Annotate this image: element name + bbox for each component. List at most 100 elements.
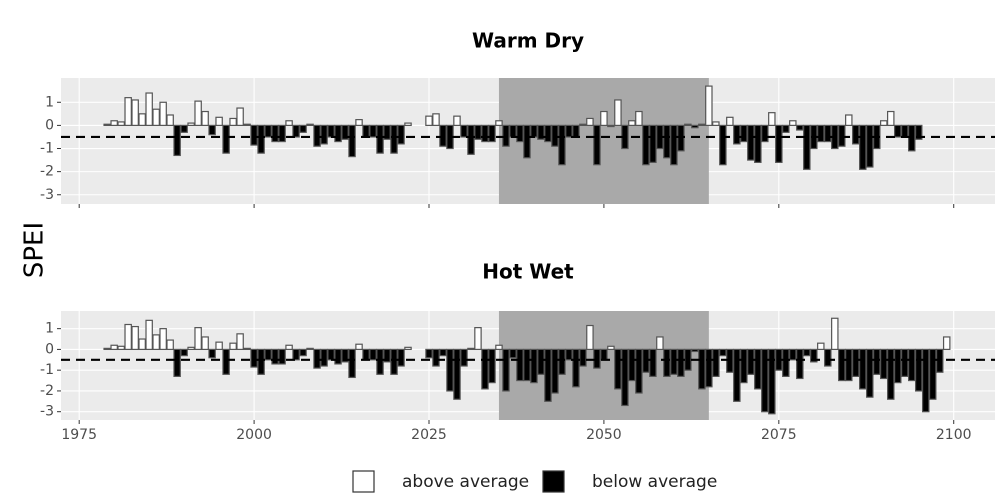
bar (705, 85, 713, 126)
bar (124, 323, 132, 351)
bar (257, 124, 265, 154)
bar (586, 117, 594, 126)
bar (845, 348, 853, 382)
bar (900, 348, 909, 377)
bar (593, 124, 601, 166)
bar (145, 319, 153, 351)
bar (845, 114, 853, 126)
y-tick-label: -2 (40, 164, 54, 180)
bar (404, 346, 412, 351)
bar (362, 124, 370, 138)
bar (880, 348, 888, 380)
panel-title: Hot Wet (482, 260, 574, 284)
bar (747, 124, 755, 161)
bar (740, 124, 748, 143)
bar (586, 324, 594, 351)
bar (159, 101, 167, 126)
bar (453, 115, 461, 126)
bar (383, 348, 391, 363)
bar (145, 92, 153, 126)
bar (495, 344, 503, 351)
bar (271, 348, 279, 365)
bar (159, 328, 167, 351)
y-tick-label: 0 (45, 117, 54, 133)
bar (719, 348, 727, 357)
bar (320, 348, 328, 367)
bar (838, 124, 846, 147)
bar (866, 124, 874, 168)
bar (278, 348, 286, 365)
bar (747, 348, 755, 375)
bar (817, 342, 825, 351)
bar (250, 124, 258, 146)
bar (600, 110, 608, 126)
bar (243, 123, 251, 126)
bar (432, 113, 440, 126)
y-tick-label: -1 (40, 362, 54, 378)
x-tick-label: 2050 (586, 427, 622, 443)
legend-swatch (542, 470, 565, 493)
bar (810, 348, 818, 363)
bar (754, 124, 762, 163)
bar (558, 348, 566, 375)
bar (803, 124, 811, 170)
bar (544, 124, 552, 143)
bar (390, 124, 398, 154)
bar (761, 124, 769, 143)
bar (894, 124, 902, 138)
legend-label: below average (592, 472, 717, 492)
bar (523, 348, 531, 382)
y-tick-label: -3 (40, 404, 54, 420)
bar (348, 348, 356, 379)
bar (131, 99, 139, 126)
bar (782, 124, 790, 133)
bar (894, 348, 902, 384)
bar (180, 348, 188, 357)
bar (852, 124, 860, 145)
bar (439, 348, 447, 357)
bar (103, 123, 111, 126)
bar (341, 124, 349, 140)
bar (705, 348, 713, 388)
bar (768, 348, 776, 415)
bar (691, 348, 699, 353)
bar (921, 348, 930, 413)
bar (614, 348, 622, 390)
bar (376, 124, 384, 154)
bar (635, 348, 643, 394)
bar (215, 341, 223, 351)
bar (110, 344, 118, 351)
bar (663, 348, 671, 377)
bar (467, 347, 475, 351)
bar (138, 338, 146, 351)
bar (460, 124, 468, 138)
bar (670, 348, 678, 375)
bar (824, 124, 832, 143)
bar (509, 124, 517, 138)
bar (628, 348, 636, 382)
bar (740, 348, 748, 384)
bar (670, 124, 678, 166)
bar (369, 348, 377, 361)
bar (789, 348, 797, 361)
bar (796, 348, 804, 380)
bar (355, 343, 363, 351)
bar (278, 124, 286, 143)
bar (859, 124, 867, 170)
bar (201, 110, 209, 126)
bar (369, 124, 377, 138)
bar (327, 348, 335, 361)
bar (859, 348, 867, 390)
bar (474, 327, 482, 351)
bar (516, 124, 524, 143)
bar (306, 347, 314, 351)
bar (677, 348, 685, 377)
bar (397, 348, 405, 367)
bar (236, 107, 244, 126)
bar (914, 124, 923, 140)
bar (166, 339, 174, 351)
bar (614, 99, 622, 126)
bar (488, 124, 496, 143)
bar (600, 348, 608, 361)
bar (838, 348, 846, 382)
